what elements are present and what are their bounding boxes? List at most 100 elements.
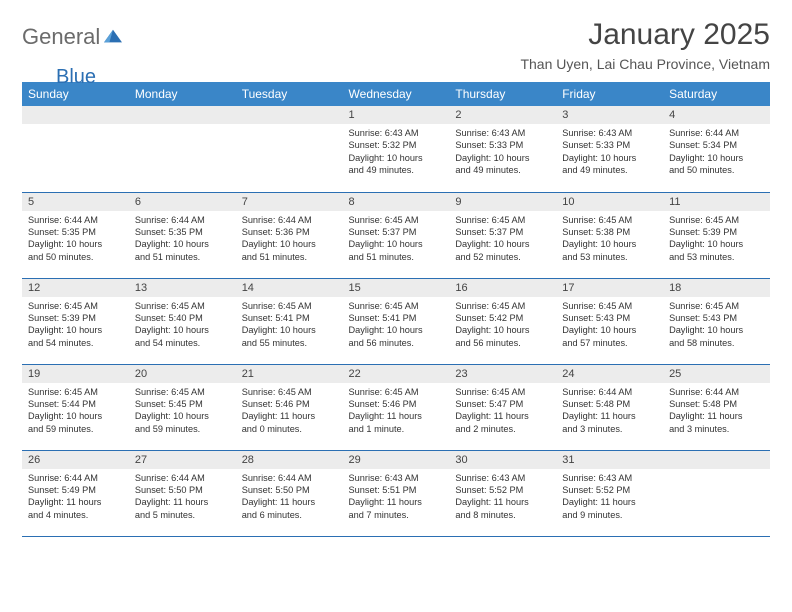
day-number: 12 <box>22 279 129 297</box>
day-details: Sunrise: 6:45 AMSunset: 5:46 PMDaylight:… <box>343 383 450 440</box>
day-details: Sunrise: 6:44 AMSunset: 5:35 PMDaylight:… <box>129 211 236 268</box>
calendar-day-cell: 21Sunrise: 6:45 AMSunset: 5:46 PMDayligh… <box>236 364 343 450</box>
calendar-body: 1Sunrise: 6:43 AMSunset: 5:32 PMDaylight… <box>22 106 770 536</box>
day-number <box>236 106 343 124</box>
calendar-day-cell: 18Sunrise: 6:45 AMSunset: 5:43 PMDayligh… <box>663 278 770 364</box>
day-number <box>129 106 236 124</box>
calendar-day-cell: 20Sunrise: 6:45 AMSunset: 5:45 PMDayligh… <box>129 364 236 450</box>
day-details: Sunrise: 6:45 AMSunset: 5:39 PMDaylight:… <box>22 297 129 354</box>
day-number: 18 <box>663 279 770 297</box>
day-number <box>22 106 129 124</box>
calendar-day-cell: 19Sunrise: 6:45 AMSunset: 5:44 PMDayligh… <box>22 364 129 450</box>
day-details <box>129 124 236 174</box>
day-number: 17 <box>556 279 663 297</box>
day-details: Sunrise: 6:43 AMSunset: 5:51 PMDaylight:… <box>343 469 450 526</box>
brand-logo: General <box>22 18 126 50</box>
day-number: 20 <box>129 365 236 383</box>
calendar-empty-cell <box>236 106 343 192</box>
weekday-header: Wednesday <box>343 82 450 106</box>
day-details: Sunrise: 6:44 AMSunset: 5:36 PMDaylight:… <box>236 211 343 268</box>
calendar-table: SundayMondayTuesdayWednesdayThursdayFrid… <box>22 82 770 537</box>
weekday-header: Tuesday <box>236 82 343 106</box>
calendar-day-cell: 27Sunrise: 6:44 AMSunset: 5:50 PMDayligh… <box>129 450 236 536</box>
day-number: 4 <box>663 106 770 124</box>
calendar-day-cell: 13Sunrise: 6:45 AMSunset: 5:40 PMDayligh… <box>129 278 236 364</box>
day-number: 2 <box>449 106 556 124</box>
day-number: 21 <box>236 365 343 383</box>
calendar-day-cell: 31Sunrise: 6:43 AMSunset: 5:52 PMDayligh… <box>556 450 663 536</box>
day-details: Sunrise: 6:43 AMSunset: 5:33 PMDaylight:… <box>449 124 556 181</box>
day-details: Sunrise: 6:43 AMSunset: 5:52 PMDaylight:… <box>556 469 663 526</box>
day-number: 27 <box>129 451 236 469</box>
day-details: Sunrise: 6:44 AMSunset: 5:50 PMDaylight:… <box>236 469 343 526</box>
day-details: Sunrise: 6:45 AMSunset: 5:41 PMDaylight:… <box>343 297 450 354</box>
calendar-day-cell: 25Sunrise: 6:44 AMSunset: 5:48 PMDayligh… <box>663 364 770 450</box>
day-details <box>22 124 129 174</box>
day-number: 16 <box>449 279 556 297</box>
day-number: 6 <box>129 193 236 211</box>
logo-text-blue: Blue <box>56 66 96 89</box>
day-details: Sunrise: 6:45 AMSunset: 5:38 PMDaylight:… <box>556 211 663 268</box>
day-details: Sunrise: 6:45 AMSunset: 5:47 PMDaylight:… <box>449 383 556 440</box>
calendar-day-cell: 15Sunrise: 6:45 AMSunset: 5:41 PMDayligh… <box>343 278 450 364</box>
calendar-day-cell: 28Sunrise: 6:44 AMSunset: 5:50 PMDayligh… <box>236 450 343 536</box>
weekday-header: Friday <box>556 82 663 106</box>
day-number: 9 <box>449 193 556 211</box>
day-details: Sunrise: 6:44 AMSunset: 5:48 PMDaylight:… <box>556 383 663 440</box>
page-header: General January 2025 Than Uyen, Lai Chau… <box>22 18 770 72</box>
weekday-header: Monday <box>129 82 236 106</box>
calendar-day-cell: 23Sunrise: 6:45 AMSunset: 5:47 PMDayligh… <box>449 364 556 450</box>
calendar-day-cell: 30Sunrise: 6:43 AMSunset: 5:52 PMDayligh… <box>449 450 556 536</box>
calendar-day-cell: 2Sunrise: 6:43 AMSunset: 5:33 PMDaylight… <box>449 106 556 192</box>
day-details: Sunrise: 6:44 AMSunset: 5:50 PMDaylight:… <box>129 469 236 526</box>
day-details <box>236 124 343 174</box>
calendar-day-cell: 26Sunrise: 6:44 AMSunset: 5:49 PMDayligh… <box>22 450 129 536</box>
calendar-day-cell: 12Sunrise: 6:45 AMSunset: 5:39 PMDayligh… <box>22 278 129 364</box>
calendar-day-cell: 9Sunrise: 6:45 AMSunset: 5:37 PMDaylight… <box>449 192 556 278</box>
day-number: 5 <box>22 193 129 211</box>
calendar-day-cell: 6Sunrise: 6:44 AMSunset: 5:35 PMDaylight… <box>129 192 236 278</box>
day-number: 15 <box>343 279 450 297</box>
month-title: January 2025 <box>520 18 770 52</box>
day-number: 7 <box>236 193 343 211</box>
day-details: Sunrise: 6:45 AMSunset: 5:41 PMDaylight:… <box>236 297 343 354</box>
day-details: Sunrise: 6:45 AMSunset: 5:43 PMDaylight:… <box>663 297 770 354</box>
calendar-day-cell: 10Sunrise: 6:45 AMSunset: 5:38 PMDayligh… <box>556 192 663 278</box>
calendar-day-cell: 11Sunrise: 6:45 AMSunset: 5:39 PMDayligh… <box>663 192 770 278</box>
calendar-day-cell: 5Sunrise: 6:44 AMSunset: 5:35 PMDaylight… <box>22 192 129 278</box>
day-number: 25 <box>663 365 770 383</box>
calendar-day-cell: 14Sunrise: 6:45 AMSunset: 5:41 PMDayligh… <box>236 278 343 364</box>
day-number: 11 <box>663 193 770 211</box>
day-details: Sunrise: 6:45 AMSunset: 5:44 PMDaylight:… <box>22 383 129 440</box>
day-number: 13 <box>129 279 236 297</box>
day-number: 8 <box>343 193 450 211</box>
day-number: 14 <box>236 279 343 297</box>
day-details: Sunrise: 6:45 AMSunset: 5:40 PMDaylight:… <box>129 297 236 354</box>
weekday-header: Thursday <box>449 82 556 106</box>
day-number <box>663 451 770 469</box>
day-details: Sunrise: 6:43 AMSunset: 5:52 PMDaylight:… <box>449 469 556 526</box>
calendar-day-cell: 22Sunrise: 6:45 AMSunset: 5:46 PMDayligh… <box>343 364 450 450</box>
calendar-week-row: 5Sunrise: 6:44 AMSunset: 5:35 PMDaylight… <box>22 192 770 278</box>
day-number: 30 <box>449 451 556 469</box>
day-details: Sunrise: 6:45 AMSunset: 5:39 PMDaylight:… <box>663 211 770 268</box>
calendar-day-cell: 29Sunrise: 6:43 AMSunset: 5:51 PMDayligh… <box>343 450 450 536</box>
logo-triangle-icon <box>102 28 124 46</box>
calendar-week-row: 26Sunrise: 6:44 AMSunset: 5:49 PMDayligh… <box>22 450 770 536</box>
day-details: Sunrise: 6:45 AMSunset: 5:37 PMDaylight:… <box>449 211 556 268</box>
day-number: 10 <box>556 193 663 211</box>
calendar-empty-cell <box>22 106 129 192</box>
day-details: Sunrise: 6:45 AMSunset: 5:46 PMDaylight:… <box>236 383 343 440</box>
logo-text-general: General <box>22 24 100 50</box>
day-details: Sunrise: 6:44 AMSunset: 5:34 PMDaylight:… <box>663 124 770 181</box>
title-block: January 2025 Than Uyen, Lai Chau Provinc… <box>520 18 770 72</box>
day-details: Sunrise: 6:43 AMSunset: 5:33 PMDaylight:… <box>556 124 663 181</box>
day-number: 19 <box>22 365 129 383</box>
calendar-page: General January 2025 Than Uyen, Lai Chau… <box>0 0 792 547</box>
day-details: Sunrise: 6:44 AMSunset: 5:35 PMDaylight:… <box>22 211 129 268</box>
day-details <box>663 469 770 519</box>
calendar-header-row: SundayMondayTuesdayWednesdayThursdayFrid… <box>22 82 770 106</box>
calendar-day-cell: 17Sunrise: 6:45 AMSunset: 5:43 PMDayligh… <box>556 278 663 364</box>
calendar-day-cell: 3Sunrise: 6:43 AMSunset: 5:33 PMDaylight… <box>556 106 663 192</box>
day-details: Sunrise: 6:44 AMSunset: 5:48 PMDaylight:… <box>663 383 770 440</box>
